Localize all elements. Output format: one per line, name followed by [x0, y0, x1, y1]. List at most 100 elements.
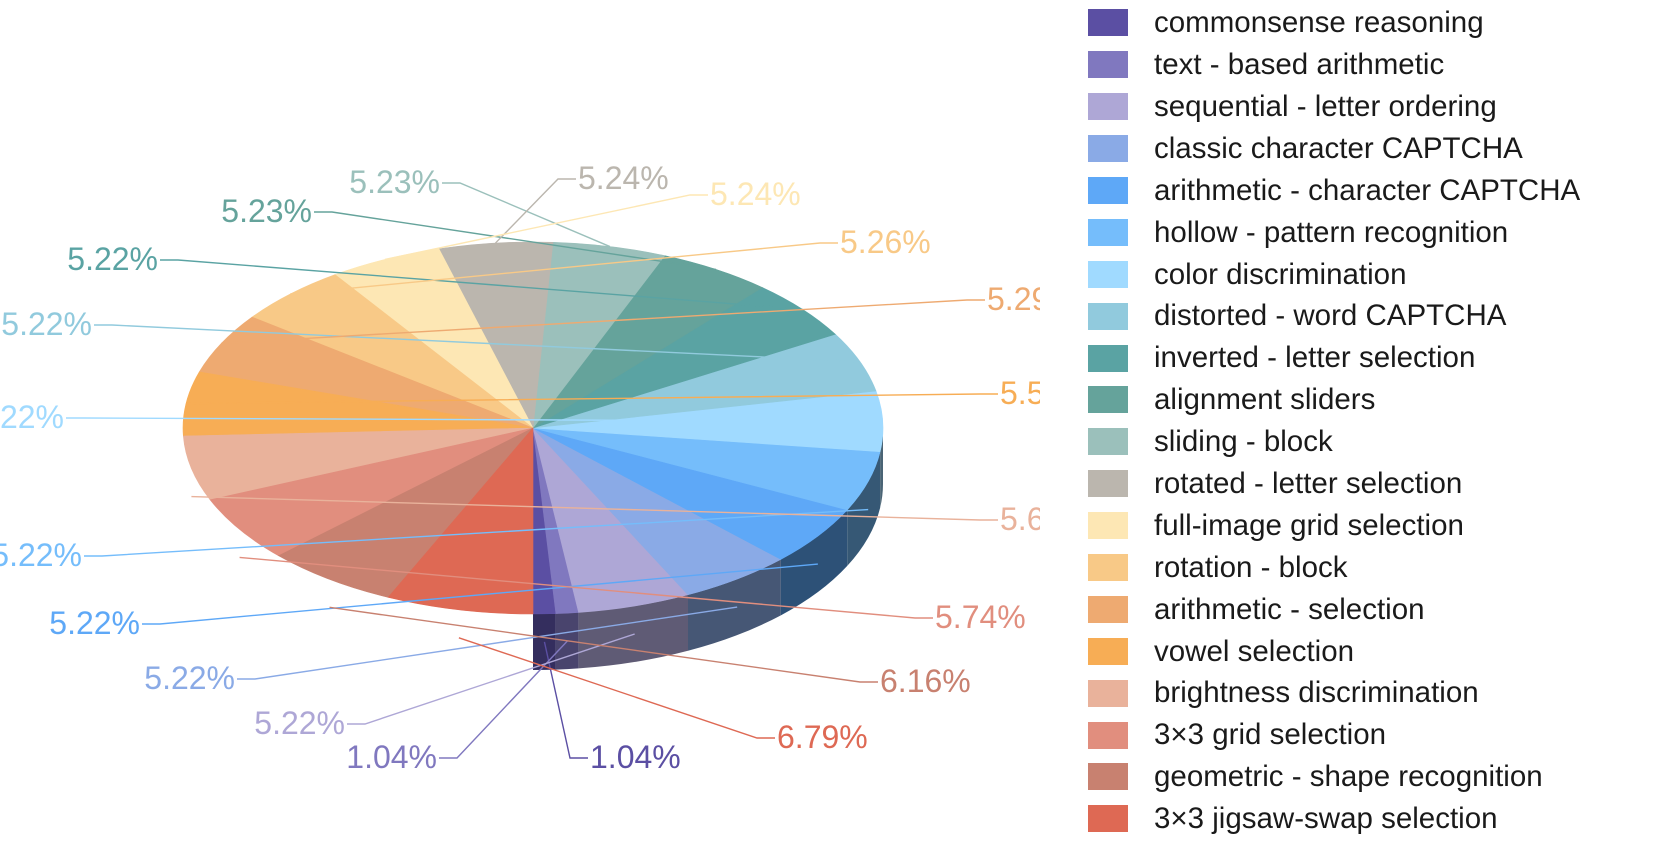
data-label-9: 5.23%: [221, 193, 312, 229]
leader-lines: [66, 178, 998, 759]
legend-swatch-11: [1088, 470, 1128, 498]
legend-item-2: sequential - letter ordering: [1088, 86, 1658, 128]
legend-item-6: color discrimination: [1088, 253, 1658, 295]
leader-line-12: [384, 194, 708, 261]
leader-line-8: [160, 259, 803, 310]
pie-side-0: [533, 613, 556, 670]
data-label-15: 5.56%: [1000, 375, 1040, 411]
legend-swatch-6: [1088, 260, 1128, 288]
legend-item-7: distorted - word CAPTCHA: [1088, 295, 1658, 337]
legend-label-14: arithmetic - selection: [1154, 592, 1425, 626]
legend-item-12: full-image grid selection: [1088, 505, 1658, 547]
legend-swatch-8: [1088, 344, 1128, 372]
data-label-13: 5.26%: [840, 224, 931, 260]
legend-label-12: full-image grid selection: [1154, 508, 1464, 542]
pie-side-3: [687, 559, 781, 651]
legend-item-8: inverted - letter selection: [1088, 337, 1658, 379]
pie-slice-19: [387, 427, 534, 615]
legend-swatch-18: [1088, 763, 1128, 791]
pie-side-5: [847, 451, 881, 566]
legend-item-17: 3×3 grid selection: [1088, 714, 1658, 756]
legend-swatch-9: [1088, 386, 1128, 414]
pie-slice-18: [277, 427, 534, 598]
pie-side-2: [578, 594, 688, 669]
data-label-7: 5.22%: [1, 306, 92, 342]
legend-swatch-5: [1088, 218, 1128, 246]
legend-swatch-16: [1088, 679, 1128, 707]
legend-swatch-12: [1088, 512, 1128, 540]
data-label-1: 1.04%: [346, 739, 437, 775]
legend-swatch-2: [1088, 93, 1128, 121]
legend-swatch-15: [1088, 637, 1128, 665]
legend-label-19: 3×3 jigsaw-swap selection: [1154, 802, 1498, 836]
legend-label-6: color discrimination: [1154, 257, 1407, 291]
data-label-16: 5.62%: [1000, 501, 1040, 537]
legend-swatch-3: [1088, 135, 1128, 163]
pie-slice-17: [209, 427, 534, 557]
legend-item-4: arithmetic - character CAPTCHA: [1088, 170, 1658, 212]
data-label-10: 5.23%: [349, 164, 440, 200]
leader-line-18: [329, 606, 878, 683]
leader-line-9: [314, 211, 717, 271]
legend-label-15: vowel selection: [1154, 634, 1355, 668]
legend-label-11: rotated - letter selection: [1154, 466, 1463, 500]
legend-label-5: hollow - pattern recognition: [1154, 215, 1509, 249]
legend-item-14: arithmetic - selection: [1088, 588, 1658, 630]
data-label-17: 5.74%: [935, 599, 1026, 635]
data-label-0: 1.04%: [590, 739, 681, 775]
legend-label-1: text - based arithmetic: [1154, 48, 1445, 82]
legend-label-10: sliding - block: [1154, 425, 1333, 459]
legend: commonsense reasoning text - based arithm…: [1088, 2, 1658, 840]
legend-item-5: hollow - pattern recognition: [1088, 211, 1658, 253]
leader-line-4: [142, 563, 818, 625]
pie-top-faces: [182, 241, 884, 615]
data-label-6: 5.22%: [0, 399, 64, 435]
leader-line-0: [543, 641, 588, 759]
pie-chart: 1.04%1.04%5.22%5.22%5.22%5.22%5.22%5.22%…: [0, 160, 1040, 775]
legend-label-13: rotation - block: [1154, 550, 1348, 584]
legend-label-4: arithmetic - character CAPTCHA: [1154, 173, 1581, 207]
legend-swatch-17: [1088, 721, 1128, 749]
data-label-8: 5.22%: [67, 241, 158, 277]
legend-swatch-13: [1088, 554, 1128, 582]
data-label-18: 6.16%: [880, 663, 971, 699]
legend-label-3: classic character CAPTCHA: [1154, 131, 1523, 165]
leader-line-15: [186, 393, 998, 405]
legend-item-1: text - based arithmetic: [1088, 44, 1658, 86]
leader-line-6: [66, 417, 883, 422]
legend-label-8: inverted - letter selection: [1154, 341, 1476, 375]
legend-label-7: distorted - word CAPTCHA: [1154, 299, 1507, 333]
leader-line-3: [237, 606, 738, 680]
legend-item-19: 3×3 jigsaw-swap selection: [1088, 798, 1658, 840]
legend-swatch-14: [1088, 595, 1128, 623]
data-label-12: 5.24%: [710, 176, 801, 212]
legend-item-0: commonsense reasoning: [1088, 2, 1658, 44]
legend-item-13: rotation - block: [1088, 547, 1658, 589]
legend-label-16: brightness discrimination: [1154, 676, 1479, 710]
legend-item-11: rotated - letter selection: [1088, 463, 1658, 505]
leader-line-7: [94, 324, 861, 363]
legend-swatch-4: [1088, 177, 1128, 204]
legend-item-3: classic character CAPTCHA: [1088, 128, 1658, 170]
leader-line-5: [84, 508, 869, 557]
leader-line-16: [191, 495, 998, 521]
leader-line-13: [290, 242, 838, 295]
data-labels: 1.04%1.04%5.22%5.22%5.22%5.22%5.22%5.22%…: [0, 160, 1040, 775]
legend-swatch-10: [1088, 428, 1128, 456]
legend-swatch-0: [1088, 9, 1128, 37]
leader-line-2: [347, 633, 635, 725]
leader-line-17: [239, 556, 933, 619]
data-label-11: 5.24%: [578, 160, 669, 196]
leader-line-11: [494, 178, 576, 244]
data-label-2: 5.22%: [254, 705, 345, 741]
leader-line-1: [439, 640, 568, 759]
legend-label-9: alignment sliders: [1154, 383, 1376, 417]
legend-item-18: geometric - shape recognition: [1088, 756, 1658, 798]
legend-item-15: vowel selection: [1088, 630, 1658, 672]
legend-swatch-7: [1088, 302, 1128, 330]
pie-side-6: [880, 428, 883, 508]
legend-label-0: commonsense reasoning: [1154, 6, 1484, 40]
legend-label-17: 3×3 grid selection: [1154, 718, 1387, 752]
leader-line-14: [221, 299, 985, 345]
legend-label-2: sequential - letter ordering: [1154, 89, 1497, 123]
